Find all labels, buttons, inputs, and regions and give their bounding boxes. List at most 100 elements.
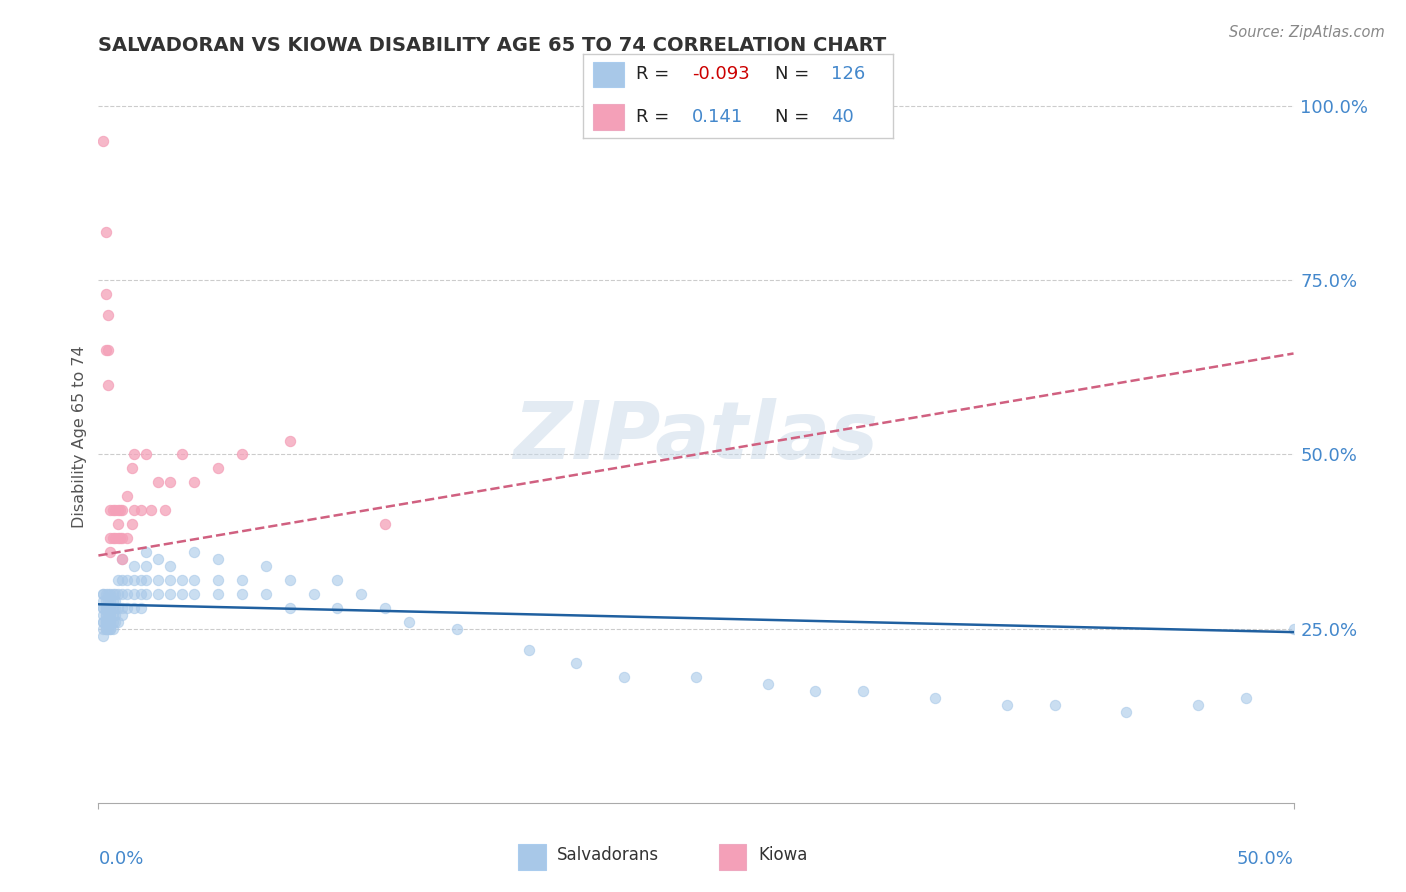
Point <box>804 684 827 698</box>
Point <box>131 503 153 517</box>
Point <box>98 545 122 559</box>
Point <box>1115 705 1137 719</box>
Text: 50.0%: 50.0% <box>1237 850 1294 868</box>
Point <box>101 607 124 622</box>
Point <box>98 600 122 615</box>
Point <box>94 343 117 357</box>
Point <box>97 615 120 629</box>
Point <box>94 615 117 629</box>
Text: R =: R = <box>636 65 669 83</box>
Point <box>94 287 117 301</box>
Point <box>107 600 129 615</box>
Text: 40: 40 <box>831 108 853 126</box>
Point <box>183 587 205 601</box>
Point <box>107 587 129 601</box>
Point <box>98 622 122 636</box>
Point <box>111 600 134 615</box>
Point <box>97 308 120 322</box>
Point <box>108 531 131 545</box>
Point <box>111 573 134 587</box>
Point <box>98 615 122 629</box>
Point <box>231 587 253 601</box>
Point <box>91 615 114 629</box>
Point <box>94 600 117 615</box>
Point <box>517 642 540 657</box>
Point <box>115 587 138 601</box>
Point <box>374 517 396 532</box>
Point <box>97 622 120 636</box>
Text: 126: 126 <box>831 65 865 83</box>
Point <box>207 552 229 566</box>
Point <box>183 573 205 587</box>
Point <box>91 607 114 622</box>
Point <box>111 552 134 566</box>
Point <box>104 607 127 622</box>
Point <box>97 600 120 615</box>
Point <box>131 600 153 615</box>
Point <box>104 594 127 608</box>
Point <box>121 461 143 475</box>
Point <box>148 573 170 587</box>
Point <box>98 531 122 545</box>
Text: N =: N = <box>775 108 810 126</box>
Point <box>1187 698 1209 713</box>
Point <box>135 545 157 559</box>
Point <box>111 552 134 566</box>
Point <box>231 573 253 587</box>
FancyBboxPatch shape <box>593 104 624 130</box>
Point <box>148 475 170 490</box>
Point <box>91 622 114 636</box>
Point <box>104 503 127 517</box>
Point <box>115 573 138 587</box>
Point <box>97 343 120 357</box>
Point <box>94 225 117 239</box>
Point <box>115 489 138 503</box>
Point <box>278 600 301 615</box>
Point <box>107 573 129 587</box>
Point <box>94 607 117 622</box>
Point <box>98 615 122 629</box>
Point <box>107 517 129 532</box>
Point <box>159 587 181 601</box>
Point <box>172 587 194 601</box>
Point <box>124 503 146 517</box>
Point <box>1234 691 1257 706</box>
FancyBboxPatch shape <box>517 844 546 870</box>
Point <box>101 600 124 615</box>
Point <box>124 573 146 587</box>
Point <box>131 573 153 587</box>
Text: N =: N = <box>775 65 810 83</box>
Point <box>91 587 114 601</box>
Point <box>101 503 124 517</box>
Point <box>98 600 122 615</box>
Text: 0.0%: 0.0% <box>98 850 143 868</box>
Point <box>111 531 134 545</box>
Y-axis label: Disability Age 65 to 74: Disability Age 65 to 74 <box>72 346 87 528</box>
Point <box>350 587 373 601</box>
Text: Kiowa: Kiowa <box>758 846 807 863</box>
Text: Source: ZipAtlas.com: Source: ZipAtlas.com <box>1229 25 1385 40</box>
Point <box>924 691 946 706</box>
Point <box>104 600 127 615</box>
Point <box>91 600 114 615</box>
Text: 0.141: 0.141 <box>692 108 742 126</box>
Point <box>1282 622 1305 636</box>
Point <box>135 448 157 462</box>
Point <box>97 377 120 392</box>
Point <box>148 552 170 566</box>
Text: Salvadorans: Salvadorans <box>557 846 659 863</box>
Point <box>374 600 396 615</box>
Point <box>135 587 157 601</box>
Point <box>97 607 120 622</box>
Point <box>111 503 134 517</box>
Text: ZIPatlas: ZIPatlas <box>513 398 879 476</box>
Point <box>101 622 124 636</box>
Point <box>121 517 143 532</box>
Point <box>101 587 124 601</box>
Point <box>756 677 779 691</box>
Point <box>107 615 129 629</box>
Point <box>94 594 117 608</box>
Point <box>172 573 194 587</box>
Point <box>131 587 153 601</box>
Point <box>94 622 117 636</box>
